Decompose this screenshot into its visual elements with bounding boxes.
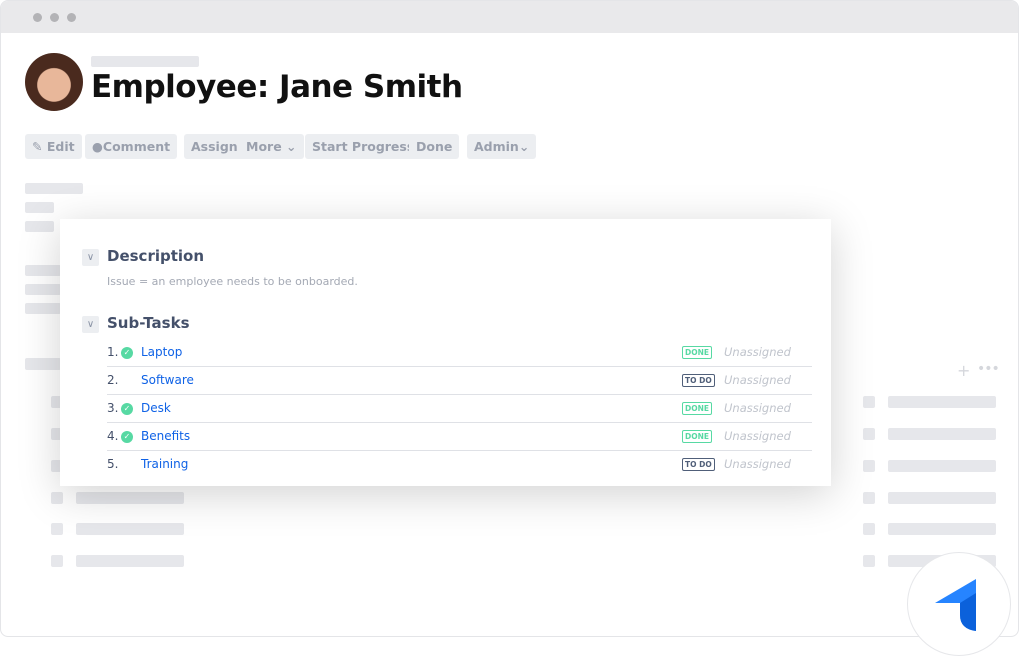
admin-button[interactable]: Admin⌄ — [467, 134, 537, 159]
window-dot-icon[interactable] — [33, 13, 42, 22]
placeholder — [25, 265, 61, 276]
placeholder — [888, 460, 996, 472]
subtask-number: 3. — [107, 401, 119, 415]
subtask-link[interactable]: Desk — [141, 401, 171, 415]
status-badge: TO DO — [682, 374, 715, 387]
description-heading: Description — [107, 247, 205, 265]
collapse-subtasks-chevron-icon[interactable]: ∨ — [82, 316, 99, 333]
placeholder — [888, 428, 996, 440]
subtask-link[interactable]: Software — [141, 373, 194, 387]
subtask-number: 5. — [107, 457, 119, 471]
subtask-row[interactable]: 3. ✓ Desk DONE Unassigned — [107, 395, 812, 423]
subtask-number: 4. — [107, 429, 119, 443]
placeholder — [888, 396, 996, 408]
subtask-link[interactable]: Training — [141, 457, 189, 471]
admin-label: Admin — [474, 139, 519, 154]
check-circle-icon: ✓ — [121, 403, 133, 415]
subtask-link[interactable]: Laptop — [141, 345, 183, 359]
check-circle-icon: ✓ — [121, 347, 133, 359]
comment-button[interactable]: ●Comment — [85, 134, 178, 159]
avatar — [25, 53, 83, 111]
more-dots-icon[interactable]: ••• — [977, 361, 1000, 377]
subtasks-heading: Sub-Tasks — [107, 314, 190, 332]
edit-button[interactable]: ✎ Edit — [25, 134, 82, 159]
placeholder — [25, 284, 61, 295]
status-badge: TO DO — [682, 458, 715, 471]
placeholder — [863, 460, 875, 472]
jira-logo — [907, 552, 1011, 656]
assignee: Unassigned — [724, 429, 791, 443]
subtask-row[interactable]: 2. Software TO DO Unassigned — [107, 367, 812, 395]
placeholder — [888, 492, 996, 504]
page-title: Employee: Jane Smith — [91, 69, 463, 105]
placeholder — [25, 303, 61, 314]
window-dot-icon[interactable] — [67, 13, 76, 22]
window-titlebar — [1, 1, 1018, 33]
issue-detail-card: ∨ Description Issue = an employee needs … — [60, 219, 831, 486]
placeholder — [888, 523, 996, 535]
status-badge: DONE — [682, 346, 713, 359]
assign-button[interactable]: Assign — [184, 134, 245, 159]
subtask-row[interactable]: 5. Training TO DO Unassigned — [107, 451, 812, 479]
placeholder — [25, 358, 61, 370]
chevron-down-icon: ⌄ — [286, 139, 297, 154]
more-label: More — [246, 139, 282, 154]
speech-bubble-icon: ● — [92, 139, 103, 154]
jira-logo-icon — [935, 579, 976, 631]
subtask-row[interactable]: 1. ✓ Laptop DONE Unassigned — [107, 339, 812, 367]
breadcrumb-placeholder — [91, 56, 199, 67]
placeholder — [25, 221, 54, 232]
subtask-link[interactable]: Benefits — [141, 429, 191, 443]
placeholder — [25, 202, 54, 213]
assignee: Unassigned — [724, 457, 791, 471]
placeholder — [863, 555, 875, 567]
placeholder — [51, 555, 63, 567]
placeholder — [76, 555, 184, 567]
subtask-number: 1. — [107, 345, 119, 359]
placeholder — [863, 396, 875, 408]
assignee: Unassigned — [724, 345, 791, 359]
placeholder — [863, 428, 875, 440]
placeholder — [51, 492, 63, 504]
placeholder — [25, 183, 83, 194]
more-button[interactable]: More ⌄ — [239, 134, 304, 159]
placeholder — [76, 492, 184, 504]
plus-icon[interactable]: + — [957, 361, 971, 380]
subtask-row[interactable]: 4. ✓ Benefits DONE Unassigned — [107, 423, 812, 451]
description-text: Issue = an employee needs to be onboarde… — [107, 275, 358, 288]
window-dot-icon[interactable] — [50, 13, 59, 22]
placeholder — [76, 523, 184, 535]
status-badge: DONE — [682, 430, 713, 443]
done-button[interactable]: Done — [409, 134, 460, 159]
placeholder — [863, 523, 875, 535]
assignee: Unassigned — [724, 373, 791, 387]
collapse-description-chevron-icon[interactable]: ∨ — [82, 249, 99, 266]
chevron-down-icon: ⌄ — [518, 139, 530, 154]
pencil-icon: ✎ — [32, 139, 43, 154]
check-circle-icon: ✓ — [121, 431, 133, 443]
placeholder — [51, 523, 63, 535]
placeholder — [863, 492, 875, 504]
comment-label: Comment — [102, 139, 171, 154]
start-progress-button[interactable]: Start Progress — [305, 134, 422, 159]
status-badge: DONE — [682, 402, 713, 415]
assignee: Unassigned — [724, 401, 791, 415]
subtask-number: 2. — [107, 373, 119, 387]
edit-label: Edit — [46, 139, 75, 154]
